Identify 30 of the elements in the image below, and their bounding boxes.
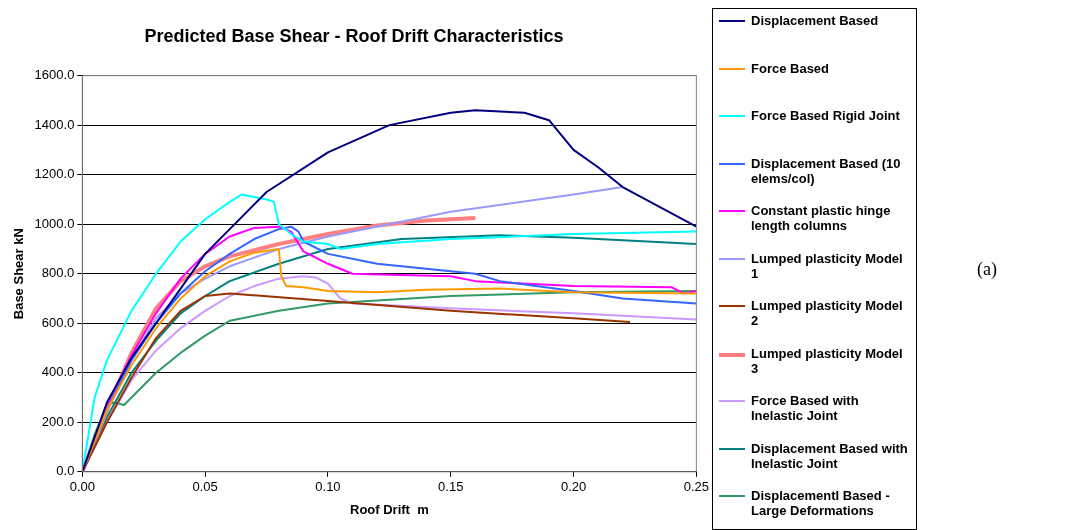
legend-label: Displacement Based with Inelastic Joint bbox=[751, 440, 909, 471]
x-tick-label: 0.05 bbox=[192, 479, 218, 495]
y-axis-title: Base Shear kN bbox=[11, 228, 27, 320]
legend-label: Lumped plasticity Model 3 bbox=[751, 345, 904, 376]
y-tick-label: 600.0 bbox=[41, 314, 75, 330]
x-tick-label: 0.15 bbox=[438, 479, 464, 495]
y-tick-label: 800.0 bbox=[41, 265, 75, 281]
x-tick-label: 0.10 bbox=[315, 479, 341, 495]
legend-label: Lumped plasticity Model 2 bbox=[751, 298, 904, 328]
y-tick-label: 1400.0 bbox=[34, 116, 75, 132]
y-tick-label: 1600.0 bbox=[34, 67, 75, 83]
legend-label: Lumped plasticity Model 1 bbox=[751, 250, 904, 281]
x-tick-label: 0.20 bbox=[560, 479, 587, 495]
legend-label: Displacementl Based - Large Deformations bbox=[751, 488, 891, 518]
x-tick-label: 0.00 bbox=[69, 479, 96, 495]
legend-label: Displacement Based (10 elems/col) bbox=[751, 155, 902, 186]
x-axis-title: Roof Drift m bbox=[350, 501, 429, 517]
legend-label: Force Based with Inelastic Joint bbox=[751, 393, 860, 423]
legend-label: Force Based bbox=[751, 60, 830, 76]
legend-label: Displacement Based bbox=[751, 13, 879, 28]
legend-label: Constant plastic hinge length columns bbox=[751, 203, 892, 233]
legend-label: Force Based Rigid Joint bbox=[751, 108, 900, 123]
y-tick-label: 1000.0 bbox=[34, 215, 75, 231]
chart-title: Predicted Base Shear - Roof Drift Characteristics bbox=[144, 25, 564, 46]
y-tick-label: 200.0 bbox=[41, 413, 75, 429]
y-tick-label: 0.0 bbox=[56, 463, 75, 479]
text: (a) bbox=[977, 258, 997, 280]
y-tick-label: 1200.0 bbox=[34, 166, 75, 182]
x-tick-label: 0.25 bbox=[683, 479, 710, 495]
y-tick-label: 400.0 bbox=[41, 364, 75, 380]
